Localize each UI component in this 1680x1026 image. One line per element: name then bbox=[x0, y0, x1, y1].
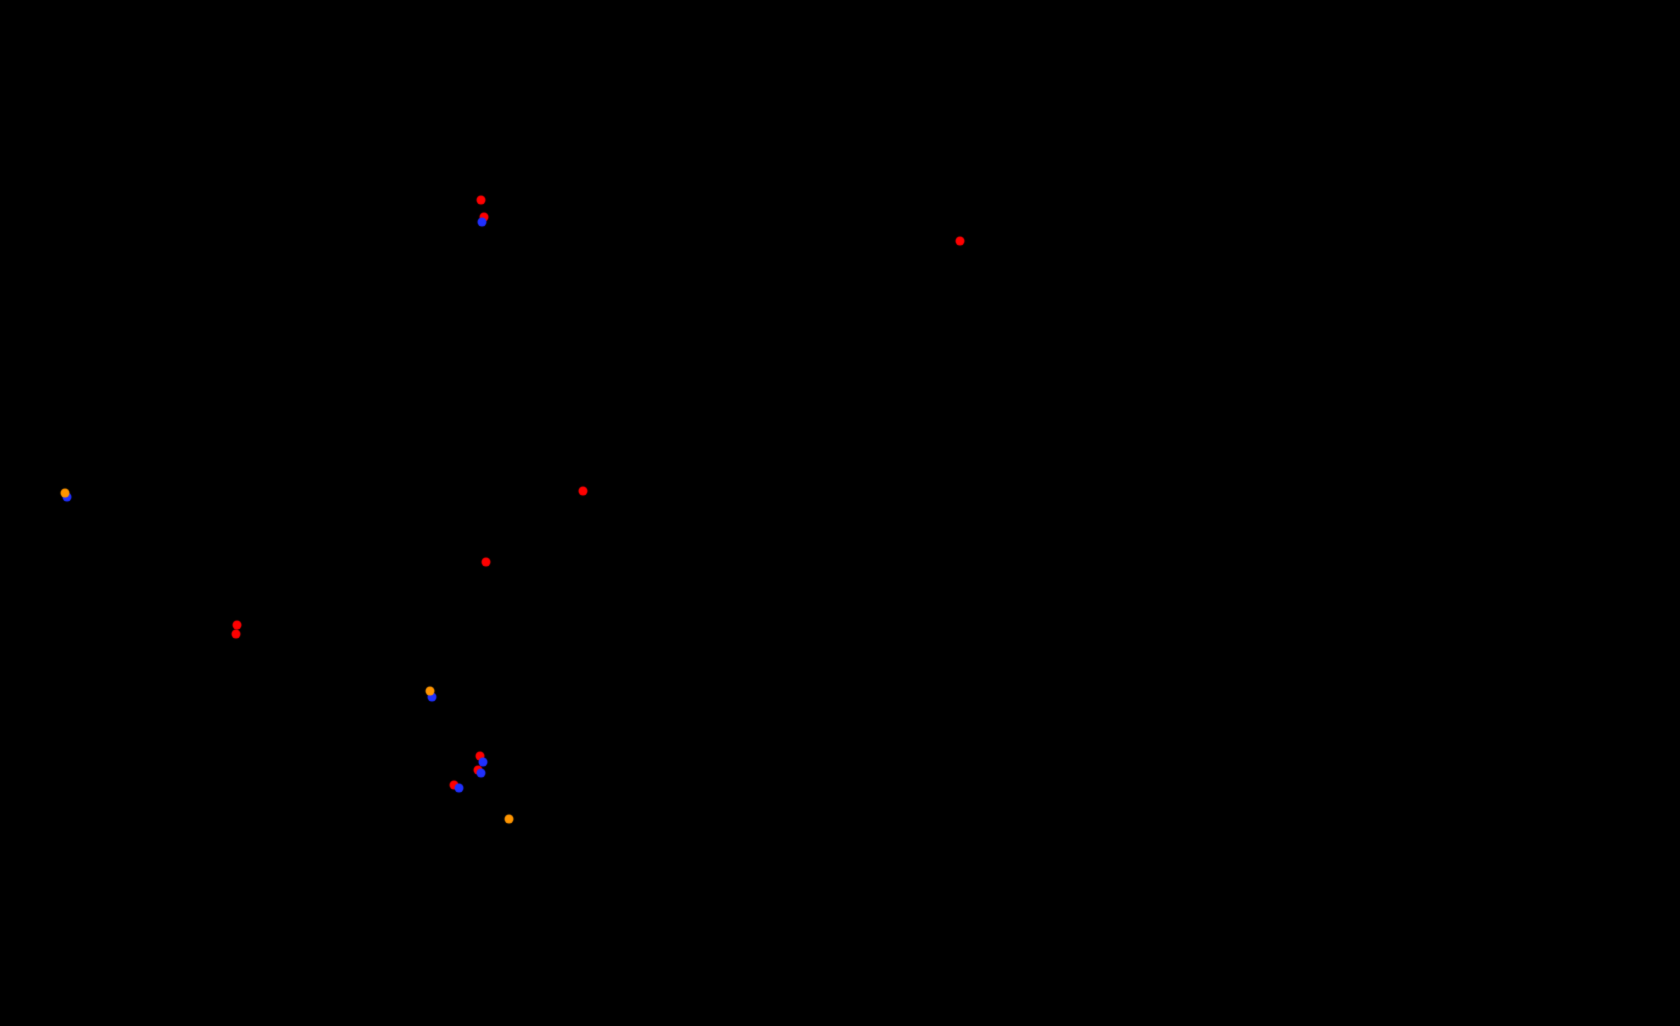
scatter-plot-canvas bbox=[0, 0, 1680, 1026]
